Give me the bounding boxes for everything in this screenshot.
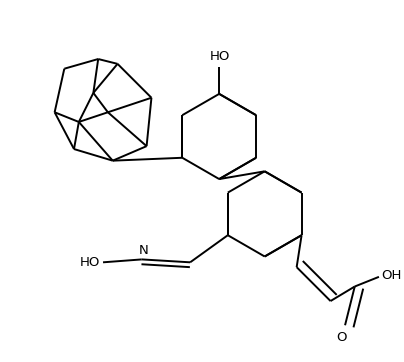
Text: O: O <box>336 331 346 344</box>
Text: N: N <box>139 244 149 257</box>
Text: HO: HO <box>210 50 230 63</box>
Text: OH: OH <box>381 269 401 282</box>
Text: HO: HO <box>80 256 100 269</box>
